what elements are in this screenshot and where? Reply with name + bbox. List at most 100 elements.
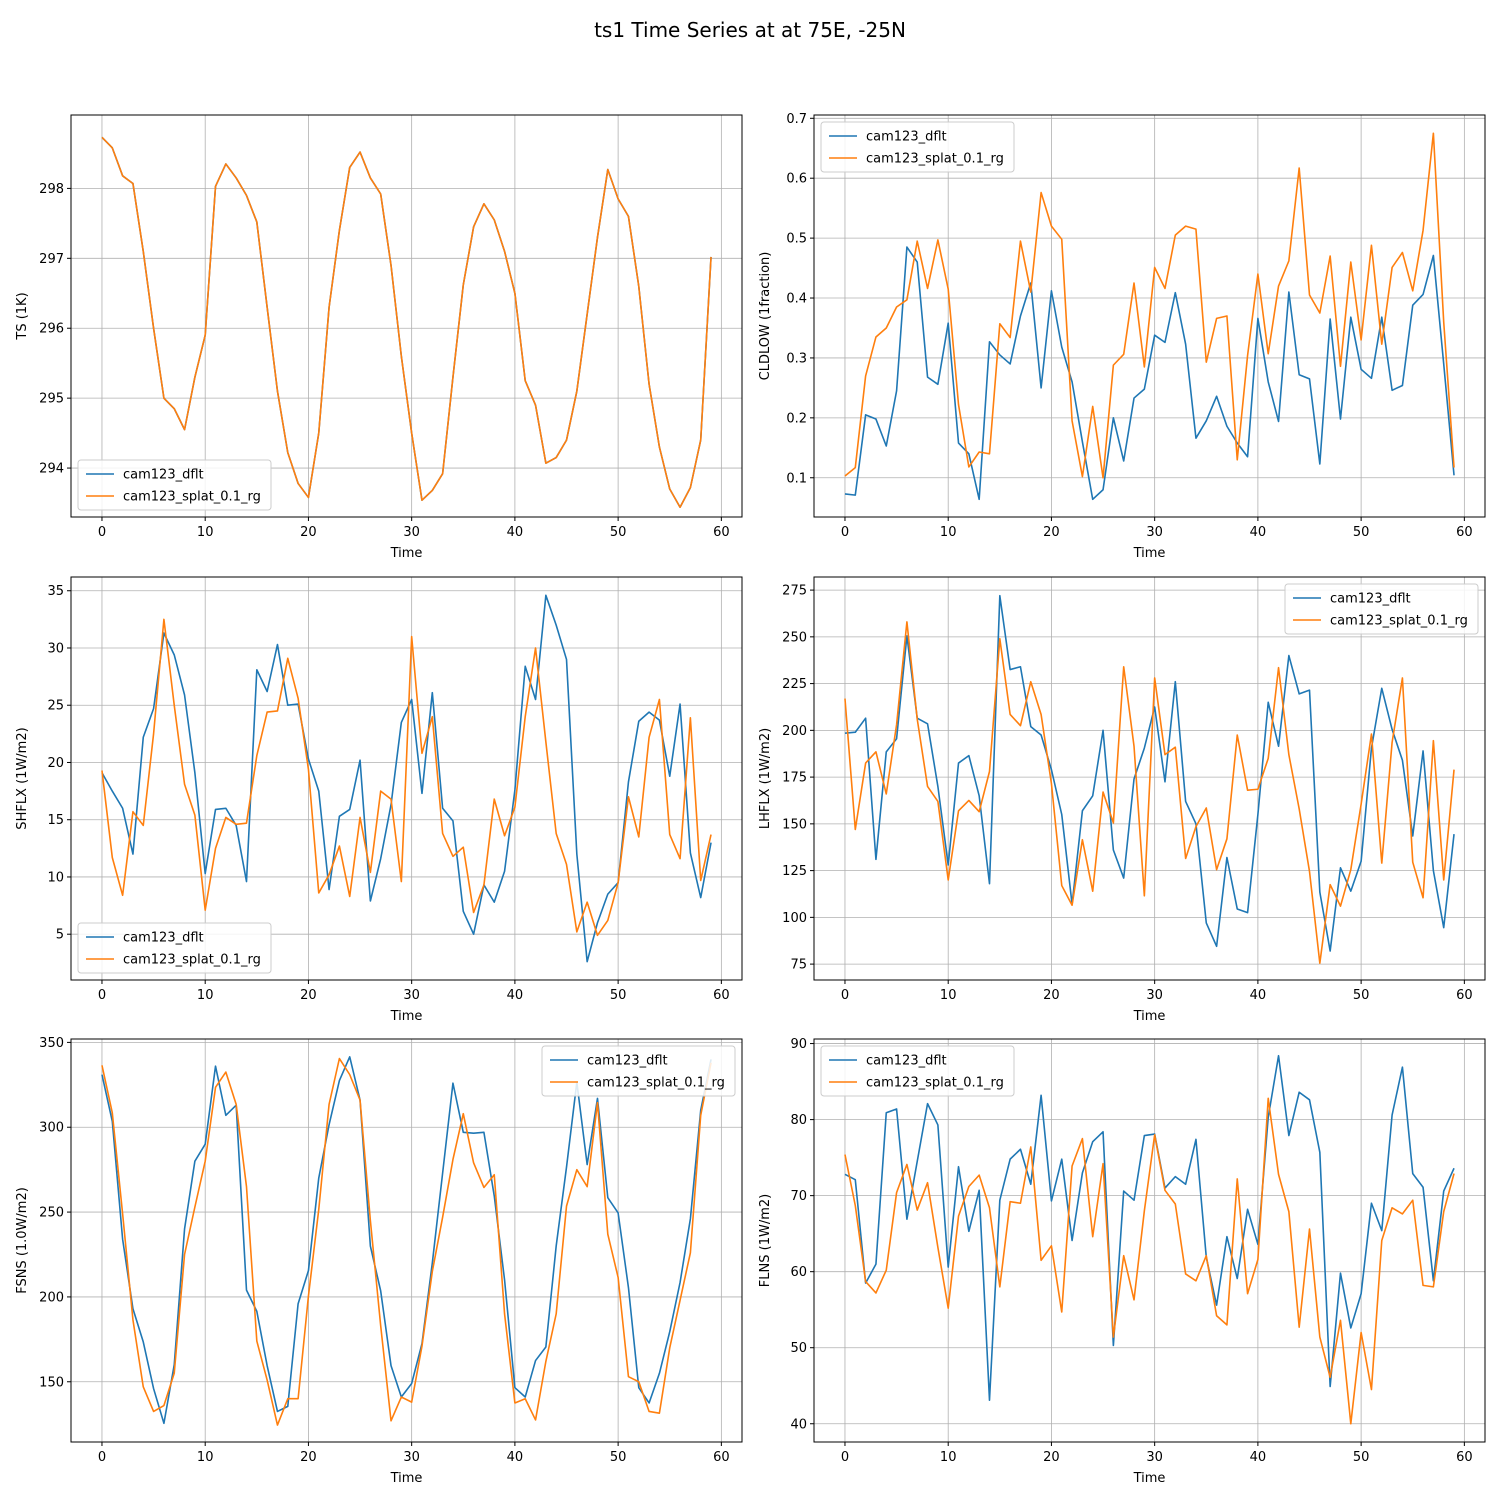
x-axis-label: Time — [390, 1471, 423, 1486]
y-tick-label: 295 — [39, 392, 64, 407]
x-tick-label: 30 — [403, 1450, 420, 1465]
legend-label: cam123_dflt — [1330, 592, 1411, 607]
y-tick-label: 200 — [39, 1290, 64, 1305]
series-line-cam123-dflt — [101, 594, 712, 963]
series-line-cam123-splat — [844, 621, 1455, 964]
y-tick-label: 70 — [790, 1189, 807, 1204]
y-axis-label: FSNS (1.0W/m2) — [15, 1187, 30, 1294]
subplot-flns: 0 10 20 30 40 50 60 40 50 60 70 80 90 Time FLNS (1W/m2… — [758, 1037, 1486, 1486]
y-tick-label: 0.3 — [786, 351, 807, 366]
series-line-cam123-dflt — [101, 1056, 712, 1425]
x-tick-label: 50 — [610, 525, 627, 540]
x-tick-label: 20 — [1043, 525, 1060, 540]
x-tick-label: 60 — [713, 1450, 730, 1465]
y-tick-label: 298 — [39, 182, 64, 197]
y-axis-label: FLNS (1W/m2) — [758, 1194, 773, 1287]
grid-fsns — [71, 1039, 742, 1442]
x-tick-label: 50 — [1353, 1450, 1370, 1465]
y-tick-label: 0.4 — [786, 292, 807, 307]
x-tick-label: 0 — [841, 1450, 849, 1465]
legend-box — [77, 922, 272, 974]
y-tick-label: 0.5 — [786, 232, 807, 247]
x-tick-label: 20 — [1043, 1450, 1060, 1465]
x-tick-label: 10 — [197, 525, 214, 540]
x-axis-label: Time — [390, 546, 423, 561]
series-lines-fsns — [101, 1056, 712, 1426]
axes-frame — [70, 1038, 743, 1443]
x-axis-label: Time — [1133, 546, 1166, 561]
series-lines-flns — [844, 1054, 1455, 1425]
grid-cldlow — [814, 115, 1485, 517]
y-tick-label: 10 — [47, 870, 64, 885]
y-axis-label: TS (1K) — [15, 292, 30, 340]
x-tick-label: 0 — [98, 525, 106, 540]
axes-frame — [813, 576, 1486, 981]
x-tick-label: 20 — [300, 525, 317, 540]
figure-title: ts1 Time Series at at 75E, -25N — [594, 18, 906, 42]
legend-box — [820, 121, 1015, 173]
y-tick-label: 0.1 — [786, 471, 807, 486]
x-tick-label: 30 — [1146, 988, 1163, 1003]
grid-flns — [814, 1039, 1485, 1442]
x-tick-label: 10 — [197, 988, 214, 1003]
series-line-cam123-dflt — [844, 246, 1455, 501]
x-tick-label: 0 — [98, 988, 106, 1003]
series-line-cam123-dflt — [844, 594, 1455, 952]
axes-frame — [70, 576, 743, 981]
x-tick-label: 0 — [841, 988, 849, 1003]
y-tick-label: 0.2 — [786, 411, 807, 426]
x-tick-label: 10 — [940, 988, 957, 1003]
y-tick-label: 250 — [39, 1206, 64, 1221]
y-axis-label: SHFLX (1W/m2) — [15, 727, 30, 829]
legend-shflx: cam123_dflt cam123_splat_0.1_rg — [77, 922, 272, 974]
y-tick-label: 300 — [39, 1121, 64, 1136]
x-tick-label: 40 — [507, 525, 524, 540]
x-tick-label: 20 — [300, 988, 317, 1003]
x-tick-label: 10 — [940, 1450, 957, 1465]
y-tick-label: 225 — [782, 677, 807, 692]
x-tick-label: 10 — [940, 525, 957, 540]
y-tick-label: 297 — [39, 252, 64, 267]
legend-box — [541, 1045, 736, 1097]
legend-label: cam123_dflt — [866, 130, 947, 145]
y-tick-label: 100 — [782, 911, 807, 926]
y-tick-label: 150 — [782, 817, 807, 832]
y-tick-label: 35 — [47, 584, 64, 599]
legend-label: cam123_dflt — [866, 1054, 947, 1069]
y-tick-label: 175 — [782, 771, 807, 786]
y-axis-label: CLDLOW (1fraction) — [758, 252, 773, 381]
legend-label: cam123_splat_0.1_rg — [587, 1076, 725, 1091]
series-line-cam123-splat — [844, 132, 1455, 479]
y-tick-label: 275 — [782, 584, 807, 599]
x-axis-label: Time — [390, 1009, 423, 1024]
series-lines-ts — [101, 136, 712, 509]
y-tick-label: 30 — [47, 641, 64, 656]
x-tick-label: 10 — [197, 1450, 214, 1465]
y-tick-label: 294 — [39, 462, 64, 477]
x-tick-label: 0 — [841, 525, 849, 540]
series-lines-lhflx — [844, 594, 1455, 964]
subplot-shflx: 0 10 20 30 40 50 60 5 10 15 20 25 30 35 Time SHFLX (1W/… — [15, 576, 743, 1024]
axes-frame — [70, 114, 743, 518]
legend-box — [820, 1045, 1015, 1097]
x-tick-label: 20 — [300, 1450, 317, 1465]
x-tick-label: 50 — [1353, 525, 1370, 540]
legend-label: cam123_splat_0.1_rg — [866, 1076, 1004, 1091]
legend-label: cam123_splat_0.1_rg — [123, 490, 261, 505]
x-tick-label: 20 — [1043, 988, 1060, 1003]
x-tick-label: 40 — [1250, 525, 1267, 540]
series-line-cam123-splat — [101, 1057, 712, 1426]
x-tick-label: 30 — [403, 525, 420, 540]
series-line-cam123-dflt — [844, 1054, 1455, 1401]
y-tick-label: 15 — [47, 813, 64, 828]
y-tick-label: 20 — [47, 756, 64, 771]
x-axis-label: Time — [1133, 1009, 1166, 1024]
legend-label: cam123_splat_0.1_rg — [866, 152, 1004, 167]
legend-label: cam123_dflt — [587, 1054, 668, 1069]
x-tick-label: 50 — [610, 988, 627, 1003]
x-tick-label: 40 — [507, 988, 524, 1003]
x-tick-label: 30 — [403, 988, 420, 1003]
subplot-ts: 0 10 20 30 40 50 60 294 295 296 297 298 Time TS (1K) c… — [15, 114, 743, 561]
